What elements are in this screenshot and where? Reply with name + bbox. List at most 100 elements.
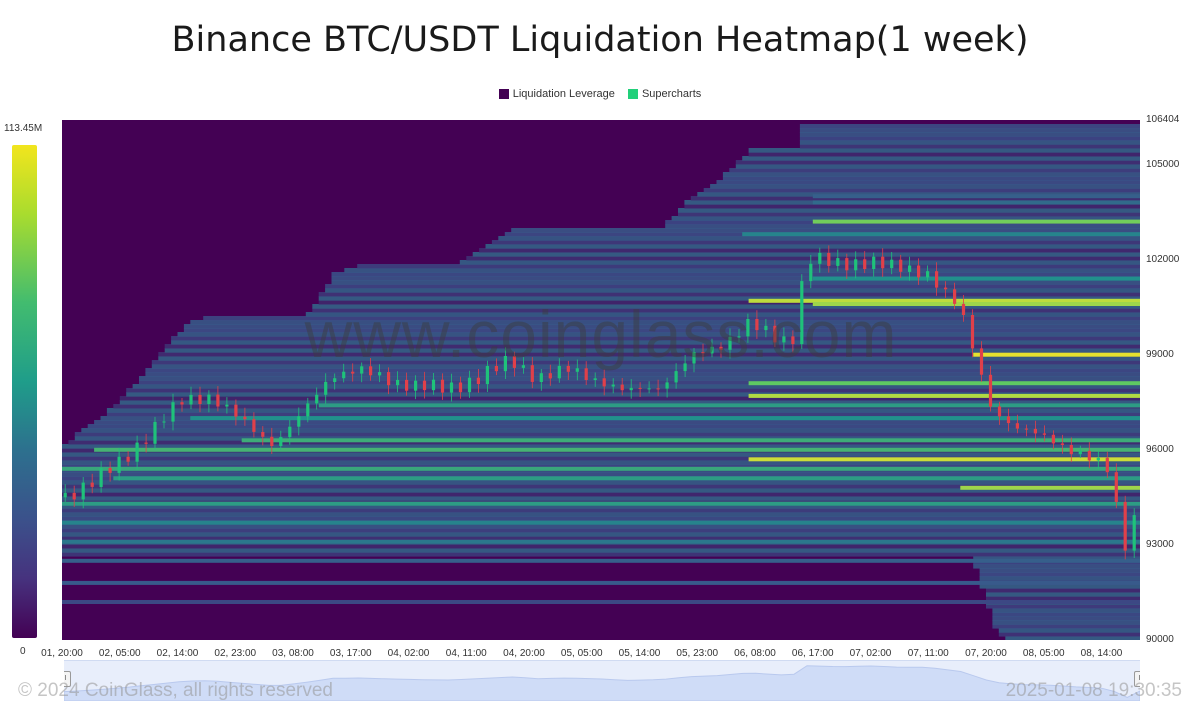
liquidation-band [94,447,1140,452]
navigator-handle-right[interactable]: II [1134,671,1140,687]
candle-body [593,378,597,380]
candle-body [1078,450,1082,455]
candle-body [755,319,759,331]
heatmap-background-row [799,124,1140,129]
heatmap-background-row [171,336,1140,341]
legend-item-liquidation-leverage[interactable]: Liquidation Leverage [498,88,615,100]
heatmap-background-row [331,280,1140,285]
y-tick-label: 102000 [1146,253,1180,265]
candle-body [449,382,454,393]
heatmap-background-row [684,204,1140,209]
heatmap-background-row [511,228,1140,233]
candle-body [458,382,463,393]
candle-body [665,382,669,389]
heatmap-plot-area[interactable] [62,120,1140,640]
x-tick-label: 07, 20:00 [965,648,1007,659]
x-tick-label: 04, 20:00 [503,648,545,659]
liquidation-band [742,232,1140,237]
candle-body [701,352,705,354]
candle-body [485,366,489,385]
candle-body [575,368,579,372]
candle-body [935,271,939,288]
candle-body [387,372,391,386]
candle-body [899,259,903,272]
heatmap-background-row [62,460,1140,465]
candle-body [63,492,67,498]
pause-icon: II [1139,675,1140,682]
legend-label-supercharts: Supercharts [641,88,702,100]
candle-body [396,379,400,386]
heatmap-background-row [986,604,1140,609]
candle-body [845,258,849,271]
navigator-handle-left[interactable]: II [64,671,71,687]
legend-item-supercharts[interactable]: Supercharts [627,88,702,100]
liquidation-band [748,393,1140,398]
heatmap-background-row [106,412,1140,417]
liquidation-band [318,403,1140,408]
heatmap-background-row [62,548,1140,553]
heatmap-background-row [498,236,1140,241]
candle-body [243,416,247,420]
heatmap-background-row [62,484,1140,489]
heatmap-background-row [190,320,1140,325]
x-tick-label: 05, 14:00 [618,648,661,659]
candle-body [494,366,498,372]
candle-body [234,404,238,417]
navigator-series [64,665,1140,701]
candle-body [746,319,750,337]
legend-swatch-liquidation-leverage [498,89,509,99]
candle-body [584,368,588,380]
chart-legend: Liquidation Leverage Supercharts [0,88,1200,102]
heatmap-background-row [164,344,1140,349]
heatmap-background-row [94,420,1140,425]
heatmap-background-row [158,356,1140,361]
heatmap-background-row [357,264,1140,269]
candle-body [279,437,283,446]
x-tick-label: 04, 02:00 [387,648,430,659]
candle-body [629,387,633,391]
candle-body [467,377,472,393]
candle-body [72,492,76,500]
time-navigator[interactable]: II II [64,660,1140,701]
heatmap-background-row [979,576,1140,581]
candle-body [557,365,561,379]
x-tick-label: 07, 11:00 [907,648,949,659]
heatmap-background-row [62,472,1140,477]
heatmap-background-row [139,380,1140,385]
candle-body [620,384,624,391]
liquidation-band [812,302,1140,306]
heatmap-background-row [344,268,1140,273]
heatmap-background-row [164,348,1140,353]
candle-body [144,442,148,444]
heatmap-background-row [126,388,1140,393]
candle-body [414,380,418,391]
heatmap-background-row [62,504,1140,509]
copyright-text: © 2024 CoinGlass, all rights reserved [18,680,333,701]
liquidation-bands [62,194,1140,604]
candle-body [791,336,795,345]
candlestick-series [63,245,1136,560]
candle-body [270,436,274,446]
candle-body [800,281,804,345]
candle-body [1042,433,1046,435]
candle-body [638,387,642,389]
heatmap-background-row [485,244,1140,249]
heatmap-background-row [171,340,1140,345]
heatmap-background-row [986,588,1140,593]
heatmap-background-row [62,552,1140,557]
candle-body [1006,416,1011,424]
y-tick-label: 105000 [1146,158,1180,170]
heatmap-background-row [748,148,1140,153]
heatmap-background-row [126,392,1140,397]
candle-body [809,263,813,282]
candle-body [1123,501,1127,551]
liquidation-band [62,520,1140,525]
heatmap-background-row [992,612,1140,617]
color-scale-bar [12,145,37,638]
candle-body [315,394,319,404]
candle-body [1033,428,1037,434]
candle-body [872,256,876,269]
color-scale-max-label: 113.45M [4,123,43,134]
x-tick-label: 03, 17:00 [329,648,372,659]
heatmap-background-row [62,544,1140,549]
